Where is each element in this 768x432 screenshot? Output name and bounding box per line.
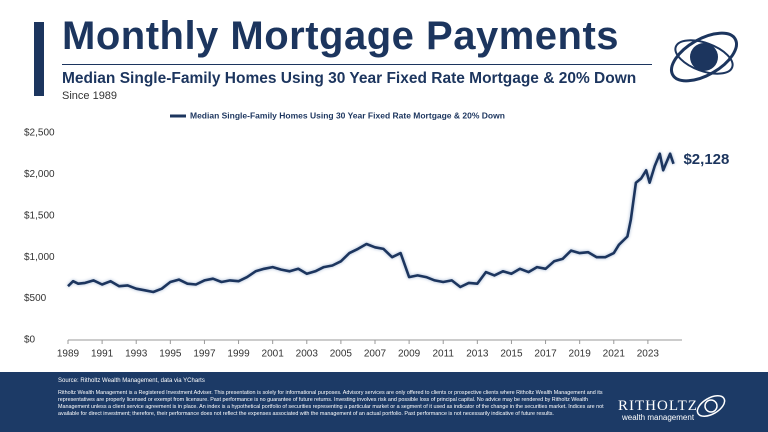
x-tick-label: 2001 (262, 349, 285, 360)
x-tick-label: 2023 (637, 349, 660, 360)
source: Source: Ritholtz Wealth Management, data… (58, 378, 205, 384)
y-tick-label: $500 (24, 293, 47, 304)
x-tick-label: 1991 (91, 349, 114, 360)
disclaimer: Ritholtz Wealth Management is a Register… (58, 390, 604, 417)
x-tick-label: 2005 (330, 349, 353, 360)
footer (0, 372, 768, 432)
x-tick-label: 2007 (364, 349, 387, 360)
x-tick-label: 2021 (603, 349, 626, 360)
logo-mark (670, 31, 738, 83)
x-tick-label: 2019 (569, 349, 592, 360)
y-tick-label: $0 (24, 335, 36, 346)
rule (62, 64, 652, 65)
x-tick-label: 1997 (193, 349, 216, 360)
x-tick-label: 1989 (57, 349, 80, 360)
note: Since 1989 (62, 90, 118, 102)
end-label: $2,128 (683, 151, 729, 168)
series-line (67, 152, 675, 294)
x-tick-label: 2011 (432, 349, 454, 360)
x-tick-label: 2013 (466, 349, 489, 360)
x-tick-label: 2015 (500, 349, 523, 360)
title: Monthly Mortgage Payments (62, 14, 620, 58)
y-tick-label: $2,500 (24, 128, 55, 139)
logo-tagline: wealth management (622, 413, 695, 422)
logo-icon (696, 395, 726, 417)
y-tick-label: $2,000 (24, 169, 55, 180)
logo-name: RITHOLTZ (618, 398, 698, 414)
x-tick-label: 2003 (296, 349, 319, 360)
y-tick-label: $1,000 (24, 252, 55, 263)
y-tick-label: $1,500 (24, 210, 55, 221)
x-tick-label: 2017 (534, 349, 557, 360)
x-tick-label: 1999 (227, 349, 250, 360)
subtitle: Median Single-Family Homes Using 30 Year… (62, 70, 637, 87)
x-tick-label: 1993 (125, 349, 148, 360)
accent-bar (34, 22, 44, 96)
chart: $0 $500 $1,000 $1,500 $2,000 $2,500 1989 1991 19… (24, 110, 729, 360)
legend-label: Median Single-Family Homes Using 30 Year… (190, 110, 505, 120)
x-tick-label: 1995 (159, 349, 182, 360)
x-tick-label: 2009 (398, 349, 421, 360)
